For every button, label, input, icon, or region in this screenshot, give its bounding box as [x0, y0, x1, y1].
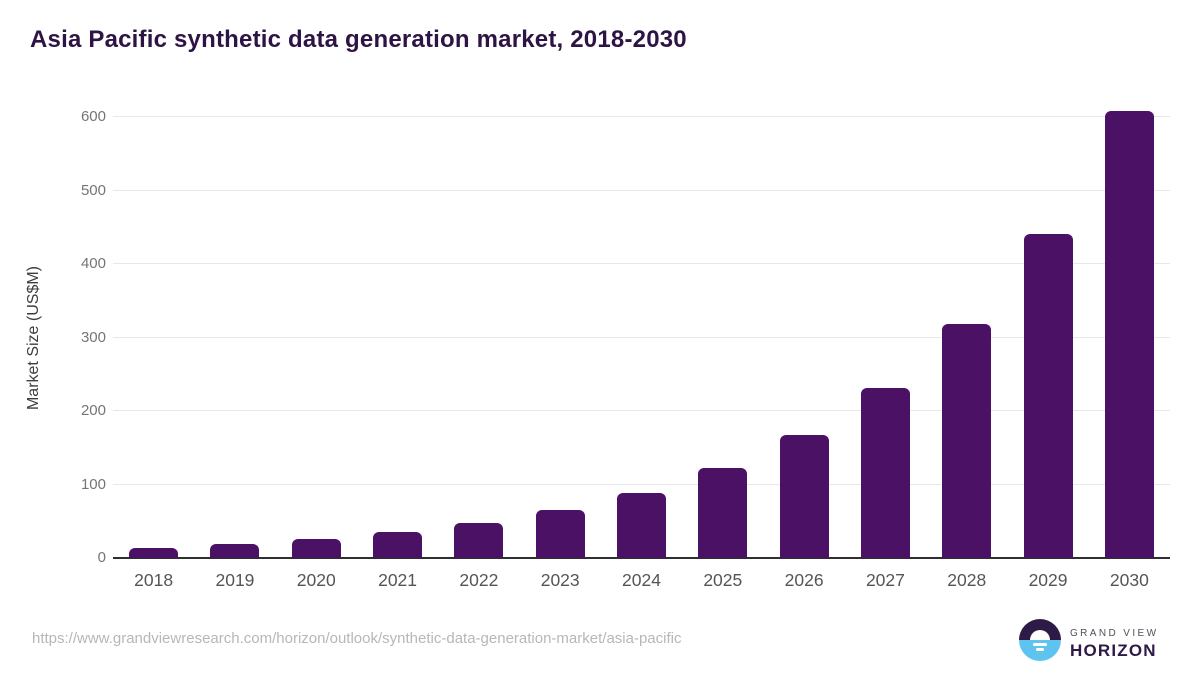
plot-area	[113, 111, 1170, 559]
x-tick-label-2019: 2019	[215, 570, 255, 590]
logo-reflection-line-2	[1036, 648, 1044, 651]
bar-2026	[779, 434, 829, 558]
y-tick-label-600: 600	[80, 108, 106, 125]
x-tick-label-2028: 2028	[947, 570, 987, 590]
x-tick-label-2025: 2025	[703, 570, 743, 590]
y-tick-label-0: 0	[97, 549, 106, 566]
x-tick-label-2029: 2029	[1028, 570, 1068, 590]
bar-2025	[698, 467, 748, 558]
bar-2027	[860, 388, 910, 558]
y-tick-label-100: 100	[80, 475, 106, 493]
y-tick-label-500: 500	[80, 181, 106, 199]
logo-reflection-line-1	[1033, 643, 1047, 646]
bar-2023	[535, 509, 585, 558]
x-tick-label-2020: 2020	[296, 570, 336, 590]
bar-2028	[942, 323, 992, 558]
logo-brand-line: GRAND VIEW	[1070, 628, 1159, 639]
bar-2021	[373, 532, 423, 558]
gridline-600	[113, 116, 1170, 117]
chart-title: Asia Pacific synthetic data generation m…	[30, 26, 687, 53]
grand-view-horizon-logo: GRAND VIEW HORIZON	[1019, 619, 1179, 661]
bar-2024	[617, 492, 666, 558]
y-tick-label-400: 400	[80, 255, 106, 272]
x-tick-label-2027: 2027	[865, 570, 905, 590]
gridline-500	[113, 189, 1170, 191]
bar-2019	[210, 544, 260, 558]
logo-product-line: HORIZON	[1070, 641, 1157, 660]
x-tick-label-2026: 2026	[784, 570, 824, 590]
y-tick-label-300: 300	[80, 328, 106, 346]
bar-2022	[454, 522, 504, 558]
bar-2030	[1104, 111, 1154, 558]
x-tick-label-2018: 2018	[134, 570, 174, 590]
y-tick-label-200: 200	[80, 402, 106, 419]
x-tick-label-2030: 2030	[1109, 570, 1149, 590]
logo-text: GRAND VIEW HORIZON	[1070, 628, 1158, 661]
gridline-300	[113, 336, 1170, 338]
bar-2020	[291, 538, 341, 558]
gridline-100	[113, 483, 1170, 485]
logo-top-half	[1019, 619, 1061, 640]
x-tick-label-2022: 2022	[459, 570, 499, 590]
horizon-sun-icon	[1019, 619, 1061, 661]
bar-2018	[129, 547, 179, 558]
gridline-400	[113, 263, 1170, 264]
x-axis-line	[113, 557, 1170, 559]
x-tick-label-2021: 2021	[378, 570, 418, 590]
x-tick-label-2023: 2023	[540, 570, 580, 590]
x-tick-label-2024: 2024	[622, 570, 661, 590]
source-url: https://www.grandviewresearch.com/horizo…	[32, 630, 682, 647]
bar-2029	[1023, 233, 1073, 558]
logo-sun-shape	[1030, 630, 1050, 640]
gridline-200	[113, 410, 1170, 411]
